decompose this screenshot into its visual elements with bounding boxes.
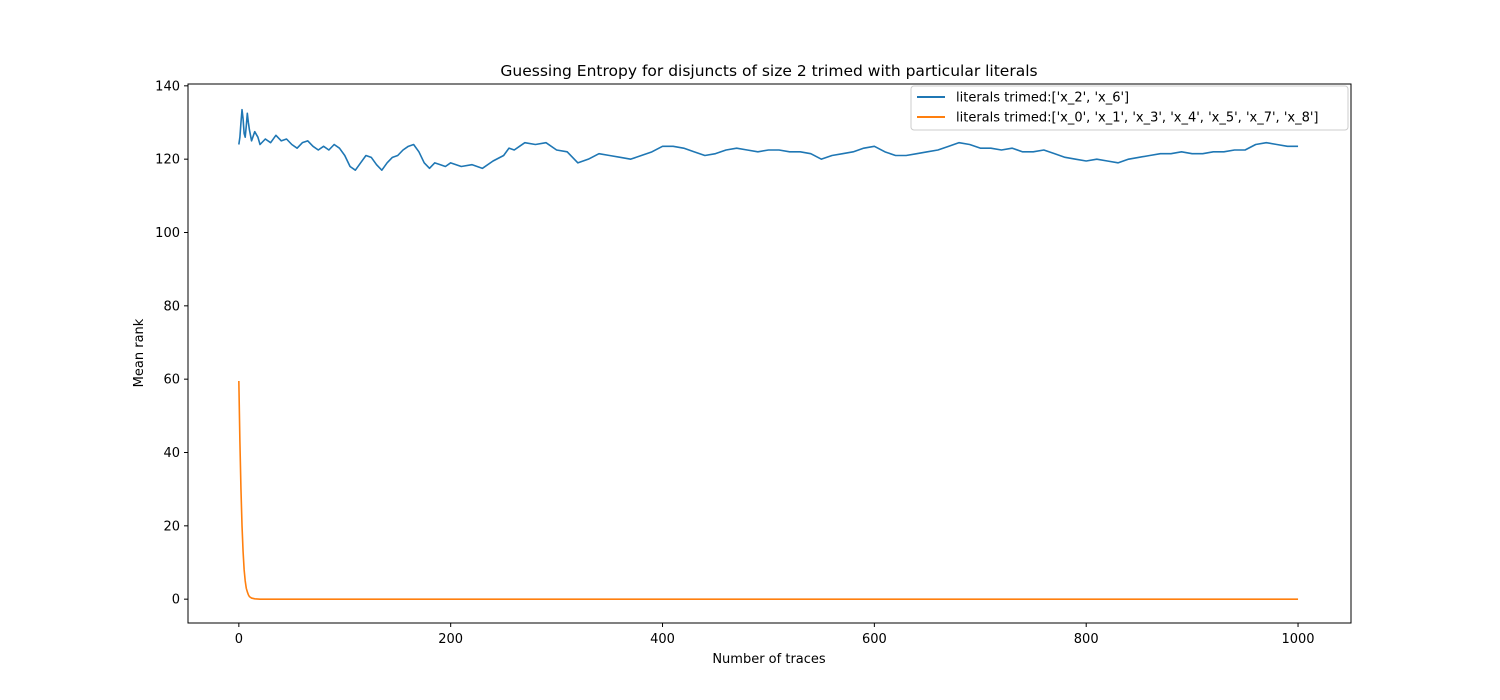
plot-area — [188, 84, 1351, 623]
x-tick-label: 400 — [650, 632, 675, 647]
y-axis: 0 20 40 60 80 100 120 140 — [155, 79, 188, 608]
series-line-2 — [238, 380, 1299, 600]
y-tick-label: 60 — [163, 373, 180, 388]
x-tick-label: 1000 — [1281, 632, 1314, 647]
x-axis-label: Number of traces — [712, 652, 826, 667]
y-tick-label: 100 — [155, 226, 180, 241]
plot-frame — [187, 83, 1352, 624]
legend-box — [910, 85, 1349, 131]
y-tick-label: 80 — [163, 299, 180, 314]
x-axis: 0 200 400 600 800 1000 — [235, 623, 1315, 647]
y-tick-label: 140 — [155, 79, 180, 94]
series-line-1 — [238, 108, 1299, 171]
x-tick-label: 800 — [1074, 632, 1099, 647]
series-layer — [238, 108, 1299, 600]
x-tick-label: 0 — [235, 632, 243, 647]
y-tick-label: 120 — [155, 153, 180, 168]
legend: literals trimed:['x_2', 'x_6'] literals … — [910, 85, 1349, 131]
y-tick-label: 0 — [172, 593, 180, 608]
x-tick-label: 600 — [862, 632, 887, 647]
x-tick-label: 200 — [438, 632, 463, 647]
legend-label-series-1: literals trimed:['x_2', 'x_6'] — [956, 91, 1129, 106]
chart-title: Guessing Entropy for disjuncts of size 2… — [500, 62, 1037, 80]
y-axis-label: Mean rank — [132, 318, 147, 387]
y-tick-label: 40 — [163, 446, 180, 461]
legend-label-series-2: literals trimed:['x_0', 'x_1', 'x_3', 'x… — [956, 111, 1319, 126]
y-tick-label: 20 — [163, 519, 180, 534]
